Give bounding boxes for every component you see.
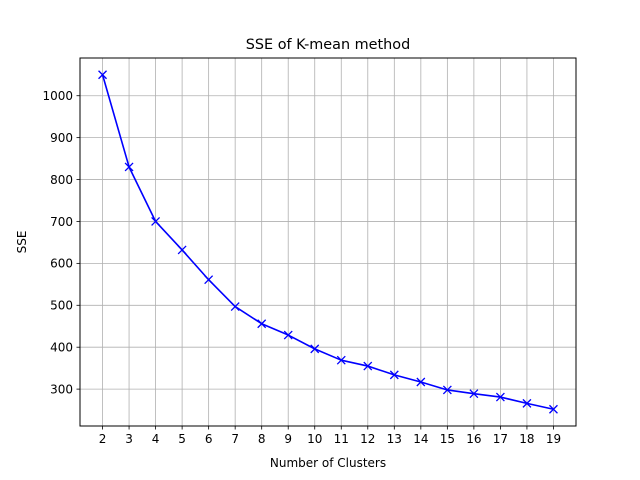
x-tick-label: 10 bbox=[307, 432, 322, 446]
x-axis: 2 3 4 5 6 7 8 9 10 11 12 13 14 15 16 17 18 19 bbox=[99, 426, 561, 446]
data-point-marker bbox=[230, 302, 240, 312]
data-point-marker bbox=[204, 275, 214, 285]
data-point-marker bbox=[442, 385, 452, 395]
plot-frame bbox=[79, 57, 577, 427]
y-tick-label: 600 bbox=[50, 257, 73, 271]
data-point-marker bbox=[283, 330, 293, 340]
x-tick-label: 8 bbox=[258, 432, 266, 446]
x-tick-label: 18 bbox=[519, 432, 534, 446]
y-tick-label: 500 bbox=[50, 299, 73, 313]
x-tick-label: 5 bbox=[178, 432, 186, 446]
x-tick-label: 19 bbox=[546, 432, 561, 446]
y-tick-label: 300 bbox=[50, 382, 73, 396]
y-tick-label: 1000 bbox=[42, 89, 73, 103]
sse-series-line bbox=[101, 74, 554, 411]
x-tick-label: 6 bbox=[205, 432, 213, 446]
chart-title: SSE of K-mean method bbox=[246, 37, 410, 53]
x-tick-label: 13 bbox=[387, 432, 402, 446]
data-point-marker bbox=[416, 377, 426, 387]
data-point-marker bbox=[257, 319, 267, 329]
data-point-marker bbox=[522, 398, 532, 408]
y-tick-label: 900 bbox=[50, 131, 73, 145]
grid bbox=[80, 58, 576, 426]
x-tick-label: 12 bbox=[360, 432, 375, 446]
y-axis-label: SSE bbox=[15, 231, 29, 254]
data-point-marker bbox=[548, 404, 558, 414]
data-point-marker bbox=[151, 217, 161, 226]
x-tick-label: 17 bbox=[493, 432, 508, 446]
y-tick-label: 800 bbox=[50, 173, 73, 187]
series-layer bbox=[98, 70, 558, 414]
x-tick-label: 3 bbox=[125, 432, 133, 446]
x-tick-label: 15 bbox=[440, 432, 455, 446]
y-axis: 300 400 500 600 700 800 900 1000 bbox=[42, 89, 80, 396]
data-point-marker bbox=[124, 162, 134, 172]
x-tick-label: 7 bbox=[231, 432, 239, 446]
data-point-marker bbox=[336, 355, 346, 365]
data-point-marker bbox=[98, 70, 108, 80]
y-tick-label: 700 bbox=[50, 215, 73, 229]
data-point-marker bbox=[495, 392, 505, 402]
data-point-marker bbox=[363, 361, 373, 371]
x-tick-label: 11 bbox=[334, 432, 349, 446]
data-point-marker bbox=[177, 245, 187, 255]
x-tick-label: 4 bbox=[152, 432, 160, 446]
x-tick-label: 9 bbox=[284, 432, 292, 446]
y-tick-label: 400 bbox=[50, 341, 73, 355]
data-point-marker bbox=[469, 389, 479, 399]
data-point-marker bbox=[310, 344, 320, 354]
x-tick-label: 14 bbox=[413, 432, 428, 446]
data-point-marker bbox=[389, 370, 399, 380]
x-axis-label: Number of Clusters bbox=[270, 456, 386, 470]
x-tick-label: 16 bbox=[466, 432, 481, 446]
x-tick-label: 2 bbox=[99, 432, 107, 446]
